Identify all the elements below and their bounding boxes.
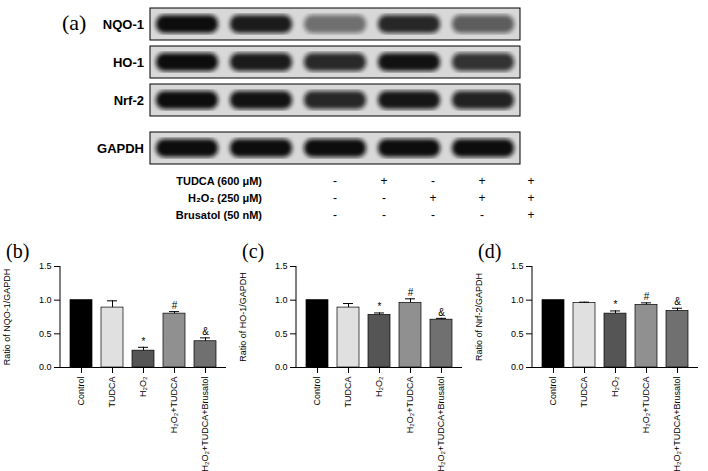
svg-text:H₂O₂+TUDCA: H₂O₂+TUDCA xyxy=(405,377,415,434)
svg-text:H₂O₂+TUDCA+Brusatol: H₂O₂+TUDCA+Brusatol xyxy=(436,377,446,471)
svg-text:*: * xyxy=(142,336,146,347)
svg-text:H₂O₂+TUDCA+Brusatol: H₂O₂+TUDCA+Brusatol xyxy=(200,377,210,471)
svg-text:*: * xyxy=(614,299,618,310)
svg-text:-: - xyxy=(431,208,435,222)
svg-text:Control: Control xyxy=(548,377,558,406)
svg-text:0.0: 0.0 xyxy=(39,362,52,372)
svg-text:Ratio of Nrf-2/GAPDH: Ratio of Nrf-2/GAPDH xyxy=(474,273,484,361)
svg-text:+: + xyxy=(478,174,485,188)
svg-text:-: - xyxy=(382,191,386,205)
svg-text:(a): (a) xyxy=(62,10,86,35)
svg-text:Nrf-2: Nrf-2 xyxy=(114,93,144,108)
svg-text:H₂O₂: H₂O₂ xyxy=(138,376,148,397)
svg-text:0.5: 0.5 xyxy=(511,329,524,339)
svg-text:H₂O₂+TUDCA+Brusatol: H₂O₂+TUDCA+Brusatol xyxy=(672,377,682,471)
svg-text:TUDCA (600 μM): TUDCA (600 μM) xyxy=(176,175,262,187)
svg-text:+: + xyxy=(527,191,534,205)
svg-text:H₂O₂+TUDCA: H₂O₂+TUDCA xyxy=(641,377,651,434)
svg-text:&: & xyxy=(438,307,445,318)
svg-text:Control: Control xyxy=(76,377,86,406)
svg-text:0.0: 0.0 xyxy=(511,362,524,372)
svg-text:H₂O₂+TUDCA: H₂O₂+TUDCA xyxy=(169,377,179,434)
svg-text:TUDCA: TUDCA xyxy=(343,377,353,408)
svg-text:+: + xyxy=(527,174,534,188)
svg-text:#: # xyxy=(172,300,178,311)
svg-text:#: # xyxy=(408,287,414,298)
svg-text:-: - xyxy=(333,174,337,188)
svg-text:1.0: 1.0 xyxy=(39,295,52,305)
svg-text:TUDCA: TUDCA xyxy=(579,377,589,408)
svg-text:H₂O₂: H₂O₂ xyxy=(610,376,620,397)
svg-text:0.0: 0.0 xyxy=(275,362,288,372)
svg-text:1.0: 1.0 xyxy=(511,295,524,305)
svg-text:0.5: 0.5 xyxy=(39,329,52,339)
html-text:(b): (b) xyxy=(6,240,30,262)
svg-text:-: - xyxy=(480,208,484,222)
svg-text:-: - xyxy=(333,191,337,205)
html-text:(d): (d) xyxy=(478,240,502,262)
svg-text:0.5: 0.5 xyxy=(275,329,288,339)
svg-text:TUDCA: TUDCA xyxy=(107,377,117,408)
svg-text:+: + xyxy=(380,174,387,188)
svg-text:&: & xyxy=(202,326,209,337)
svg-text:*: * xyxy=(378,301,382,312)
svg-text:1.5: 1.5 xyxy=(275,261,288,271)
svg-text:HO-1: HO-1 xyxy=(113,55,144,70)
svg-text:+: + xyxy=(478,191,485,205)
svg-text:-: - xyxy=(333,208,337,222)
svg-text:1.0: 1.0 xyxy=(275,295,288,305)
svg-text:Control: Control xyxy=(312,377,322,406)
svg-text:+: + xyxy=(527,208,534,222)
svg-text:#: # xyxy=(644,291,650,302)
svg-text:+: + xyxy=(429,191,436,205)
html-text:(c): (c) xyxy=(242,240,265,262)
svg-text:Brusatol (50 nM): Brusatol (50 nM) xyxy=(176,209,263,221)
svg-text:-: - xyxy=(382,208,386,222)
svg-text:-: - xyxy=(431,174,435,188)
svg-text:1.5: 1.5 xyxy=(511,261,524,271)
svg-text:Ratio of NQO-1/GAPDH: Ratio of NQO-1/GAPDH xyxy=(2,269,12,366)
svg-text:Ratio of HO-1/GAPDH: Ratio of HO-1/GAPDH xyxy=(238,272,248,362)
svg-text:GAPDH: GAPDH xyxy=(97,141,144,156)
svg-text:H₂O₂: H₂O₂ xyxy=(374,376,384,397)
svg-text:H₂O₂ (250 μM): H₂O₂ (250 μM) xyxy=(188,192,262,204)
svg-text:1.5: 1.5 xyxy=(39,261,52,271)
svg-text:NQO-1: NQO-1 xyxy=(103,17,144,32)
svg-text:&: & xyxy=(674,296,681,307)
